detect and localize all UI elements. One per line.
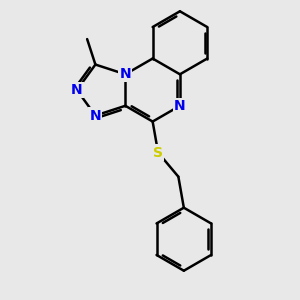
- Text: S: S: [153, 146, 163, 160]
- Text: N: N: [71, 83, 83, 97]
- Text: N: N: [174, 99, 186, 113]
- Text: N: N: [90, 109, 101, 122]
- Text: N: N: [120, 67, 131, 81]
